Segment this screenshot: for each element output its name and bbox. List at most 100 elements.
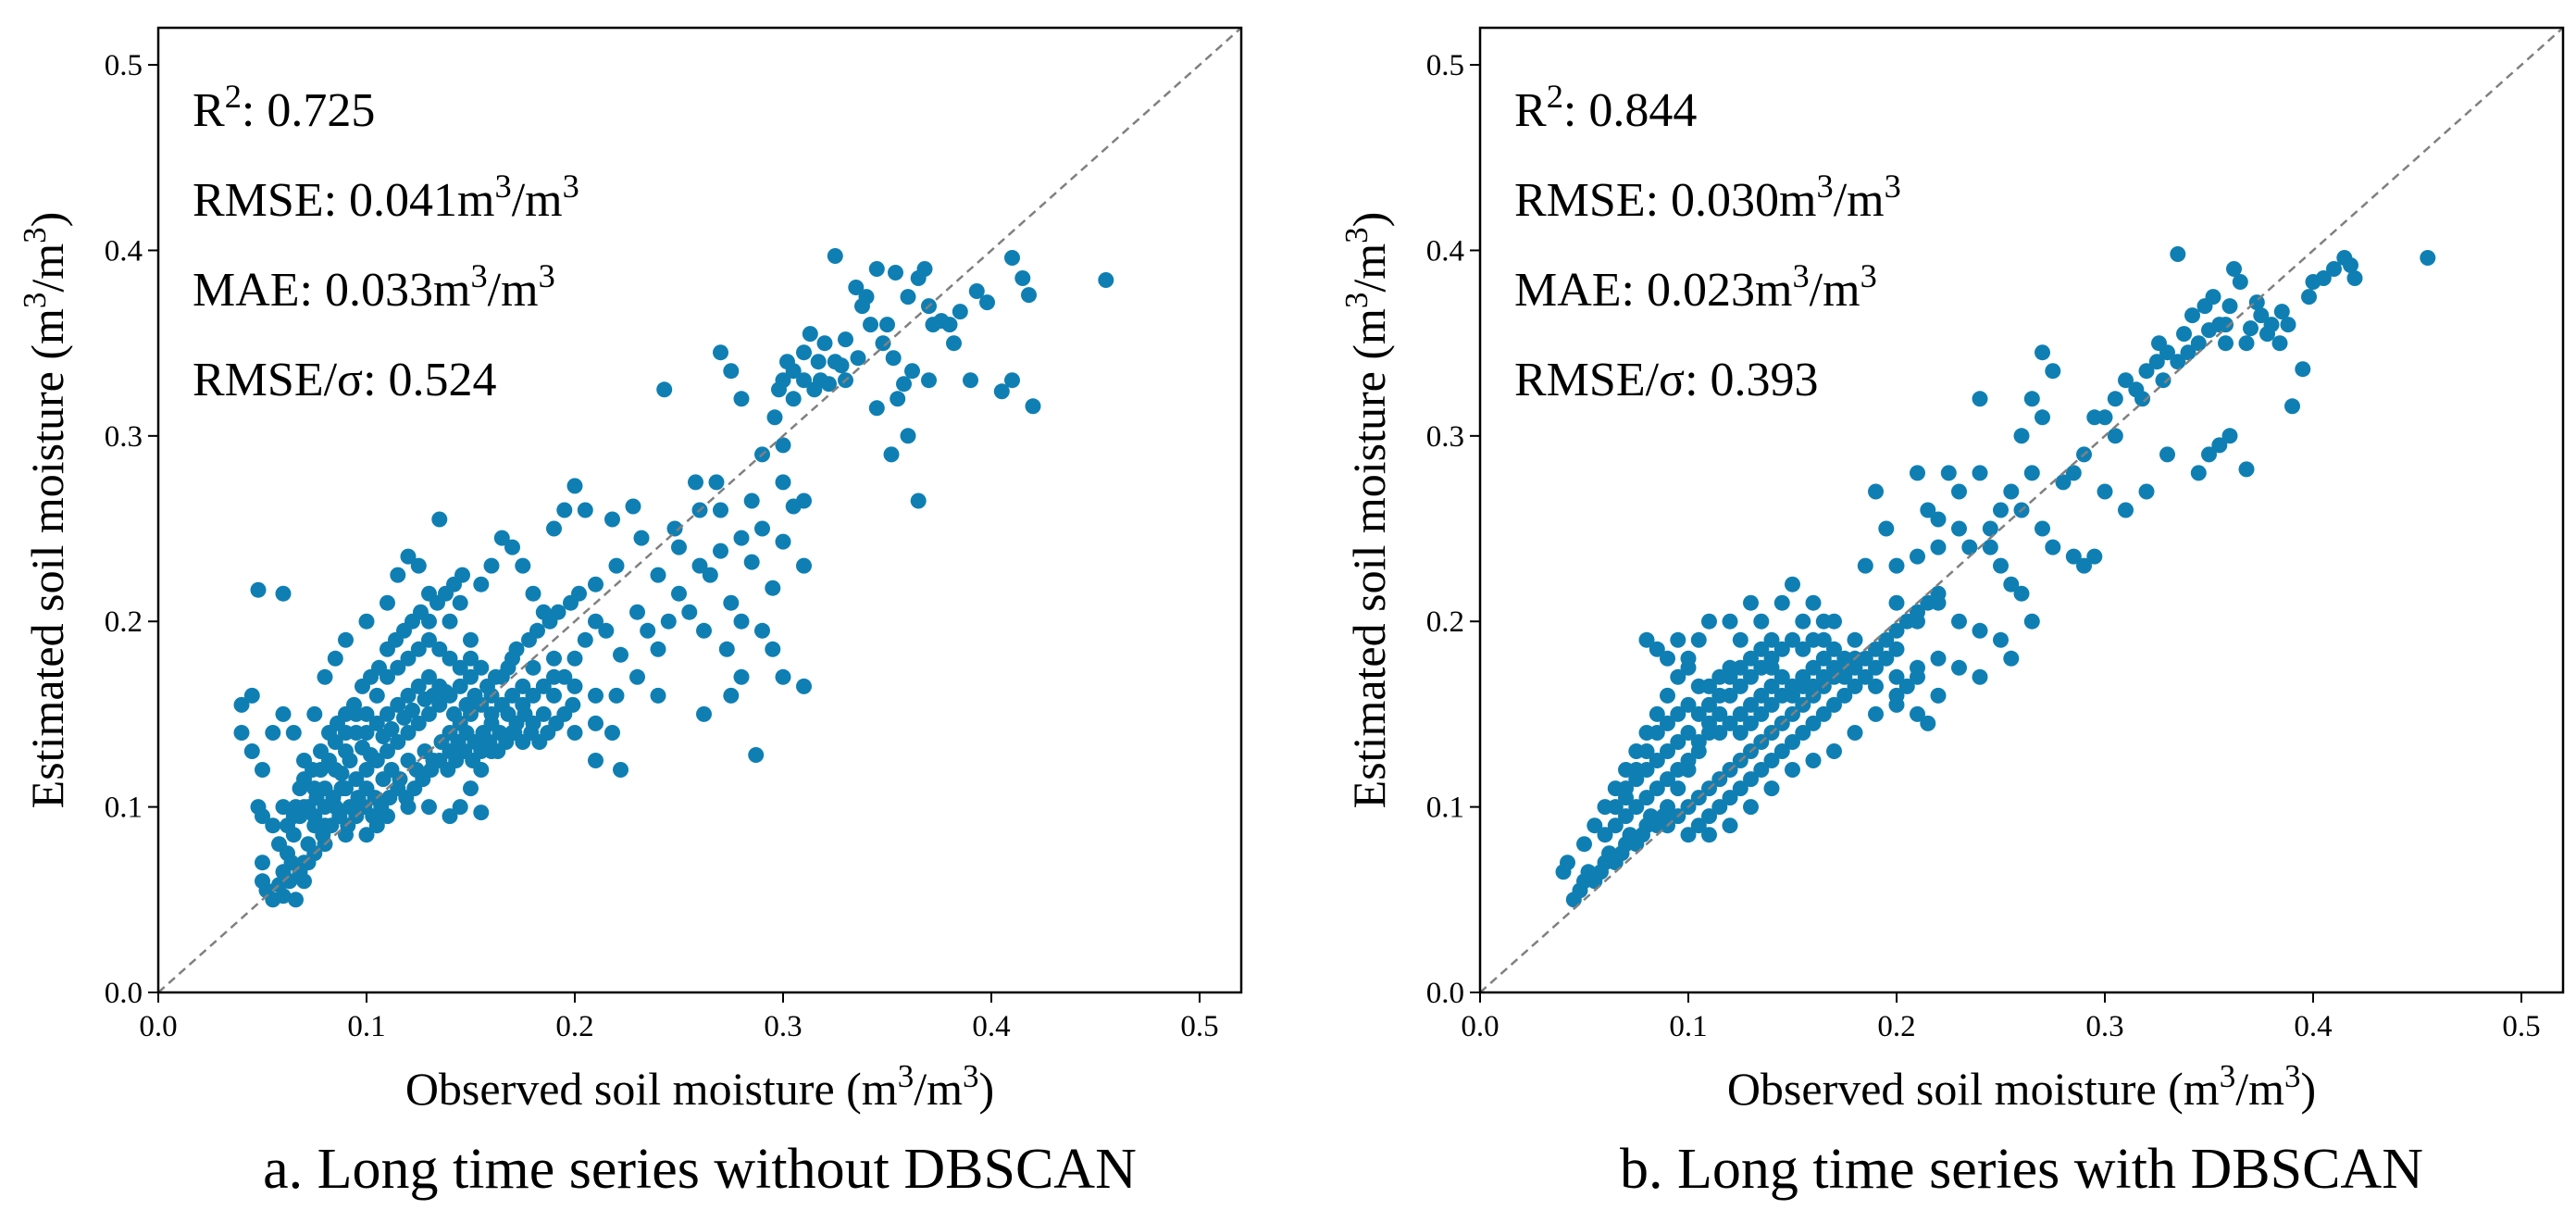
data-point [421, 613, 437, 630]
data-point [1868, 705, 1884, 722]
data-point [1898, 613, 1915, 630]
data-point [1785, 762, 1800, 778]
data-point [493, 530, 510, 546]
data-point [473, 659, 490, 676]
data-point [1743, 696, 1759, 713]
data-point [1660, 771, 1675, 788]
data-point [718, 641, 735, 657]
data-point [598, 622, 615, 639]
data-point [2218, 335, 2234, 352]
data-point [883, 446, 900, 463]
data-point [1857, 668, 1873, 685]
data-point [313, 743, 329, 759]
data-point [1670, 780, 1686, 797]
y-tick-label: 0.3 [105, 420, 143, 454]
data-point [358, 762, 375, 778]
data-point [863, 317, 878, 333]
data-point [1722, 659, 1738, 676]
data-point [546, 520, 562, 537]
data-point [1025, 398, 1041, 415]
data-point [1868, 641, 1884, 657]
data-point [1951, 520, 1967, 537]
data-point [1680, 753, 1697, 768]
data-point [1910, 604, 1925, 620]
data-point [2045, 363, 2061, 380]
data-point [1763, 780, 1780, 797]
x-tick-label: 0.0 [139, 1010, 177, 1043]
data-point [671, 539, 687, 555]
data-point [2013, 428, 2030, 444]
data-point [529, 622, 545, 639]
data-point [2176, 326, 2192, 343]
data-point [868, 400, 885, 417]
data-point [504, 687, 520, 704]
data-point [1732, 725, 1748, 741]
data-point [1815, 613, 1832, 630]
data-point [1785, 734, 1800, 750]
data-point [1660, 799, 1675, 816]
data-point [410, 715, 427, 731]
data-point [1701, 808, 1717, 825]
data-point [775, 668, 791, 685]
data-point [723, 363, 740, 380]
data-point [425, 687, 442, 704]
data-point [1753, 705, 1770, 722]
data-point [404, 702, 420, 718]
y-tick-label: 0.5 [1426, 49, 1464, 82]
data-point [571, 585, 587, 602]
data-point [1836, 687, 1853, 704]
data-point [421, 705, 437, 722]
data-point [838, 331, 853, 348]
data-point [1670, 762, 1686, 778]
data-point [2107, 428, 2123, 444]
plot-frame [156, 26, 1243, 994]
data-point [2295, 361, 2311, 378]
data-point [1743, 594, 1759, 611]
y-tick-label: 0.5 [105, 49, 143, 82]
data-point [2035, 409, 2050, 426]
data-point [1930, 687, 1947, 704]
data-point [1826, 743, 1842, 759]
data-point [2170, 354, 2186, 370]
data-point [1628, 762, 1645, 778]
data-point [2003, 650, 2020, 667]
data-point [1753, 641, 1770, 657]
data-point [1857, 557, 1873, 574]
data-point [1910, 705, 1925, 722]
data-point [271, 836, 287, 853]
data-point [1732, 780, 1748, 797]
data-point [904, 363, 920, 380]
x-tick-label: 0.5 [1180, 1010, 1218, 1043]
data-point [1597, 827, 1613, 843]
data-point [743, 554, 760, 570]
data-point [1690, 705, 1707, 722]
data-point [288, 892, 304, 908]
data-point [1743, 668, 1759, 685]
data-point [910, 493, 927, 509]
data-point [333, 780, 350, 797]
x-tick-label: 0.0 [1461, 1010, 1499, 1043]
data-point [463, 631, 479, 648]
data-point [1690, 734, 1707, 750]
data-point [588, 715, 604, 731]
data-point [1587, 817, 1603, 834]
data-point [2023, 391, 2040, 407]
stat-line: MAE: 0.023m3/m3 [1514, 257, 1877, 317]
data-point [613, 646, 628, 663]
data-point [2326, 261, 2342, 277]
data-point [550, 604, 566, 620]
data-point [2273, 304, 2290, 320]
data-point [546, 687, 562, 704]
data-point [446, 705, 462, 722]
data-point [500, 659, 516, 676]
data-point [1753, 687, 1770, 704]
stat-line: R2: 0.725 [193, 78, 375, 137]
data-point [896, 376, 912, 393]
data-point [2086, 548, 2103, 565]
data-point [556, 502, 573, 518]
data-point [608, 557, 625, 574]
data-point [1805, 753, 1822, 768]
data-point [968, 283, 985, 299]
data-point [1649, 753, 1665, 768]
y-tick-label: 0.1 [1426, 792, 1464, 825]
